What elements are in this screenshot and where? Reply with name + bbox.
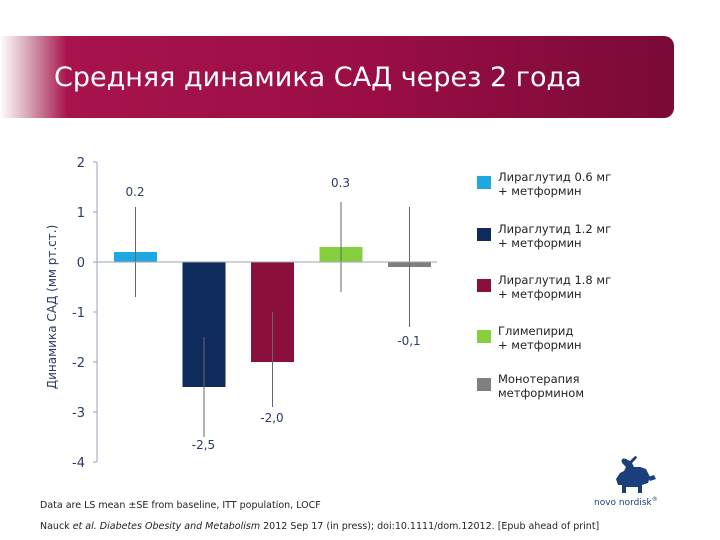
legend-swatch xyxy=(477,330,491,343)
bar-chart: 2 1 0 -1 -2 -3 -4 Динамика САД (мм рт.ст.) 0.2 -2… xyxy=(45,156,437,471)
legend-swatch xyxy=(477,378,491,391)
legend-label: Глимепирид + метформин xyxy=(498,324,582,352)
legend-swatch xyxy=(477,228,491,241)
y-tick-label: -3 xyxy=(72,406,85,421)
citation: Nauck et al. Diabetes Obesity and Metabo… xyxy=(40,521,599,532)
data-label: -2,5 xyxy=(192,438,215,452)
footnote: Data are LS mean ±SE from baseline, ITT … xyxy=(40,500,321,511)
y-tick-label: -2 xyxy=(72,356,85,371)
data-label: 0.3 xyxy=(331,176,350,190)
data-label: 0.2 xyxy=(125,185,144,199)
legend-swatch xyxy=(477,176,491,189)
legend-label: Лираглутид 0.6 мг + метформин xyxy=(498,170,612,198)
legend-label: Лираглутид 1.8 мг + метформин xyxy=(498,273,612,301)
logo-text: novo nordisk® xyxy=(594,496,658,508)
title-banner xyxy=(0,36,674,118)
legend-label: Лираглутид 1.2 мг + метформин xyxy=(498,222,612,250)
citation-journal: et al. Diabetes Obesity and Metabolism xyxy=(72,521,261,532)
y-tick-label: 0 xyxy=(77,256,85,271)
y-axis-label: Динамика САД (мм рт.ст.) xyxy=(45,225,59,390)
novo-nordisk-bull-logo-icon xyxy=(616,456,656,493)
y-tick-label: -1 xyxy=(72,306,85,321)
legend-swatch xyxy=(477,279,491,292)
slide-title: Средняя динамика САД через 2 года xyxy=(54,62,582,93)
legend-label: Монотерапия метформином xyxy=(498,372,584,400)
logo-registered-mark: ® xyxy=(651,496,658,503)
y-tick-label: 2 xyxy=(77,156,85,171)
logo-wordmark: novo nordisk xyxy=(594,498,652,508)
data-label: -2,0 xyxy=(260,411,283,425)
y-tick-label: -4 xyxy=(72,456,85,471)
citation-authors: Nauck xyxy=(40,521,73,532)
data-label: -0,1 xyxy=(397,334,420,348)
y-tick-label: 1 xyxy=(77,206,85,221)
citation-details: 2012 Sep 17 (in press); doi:10.1111/dom.… xyxy=(260,521,600,532)
